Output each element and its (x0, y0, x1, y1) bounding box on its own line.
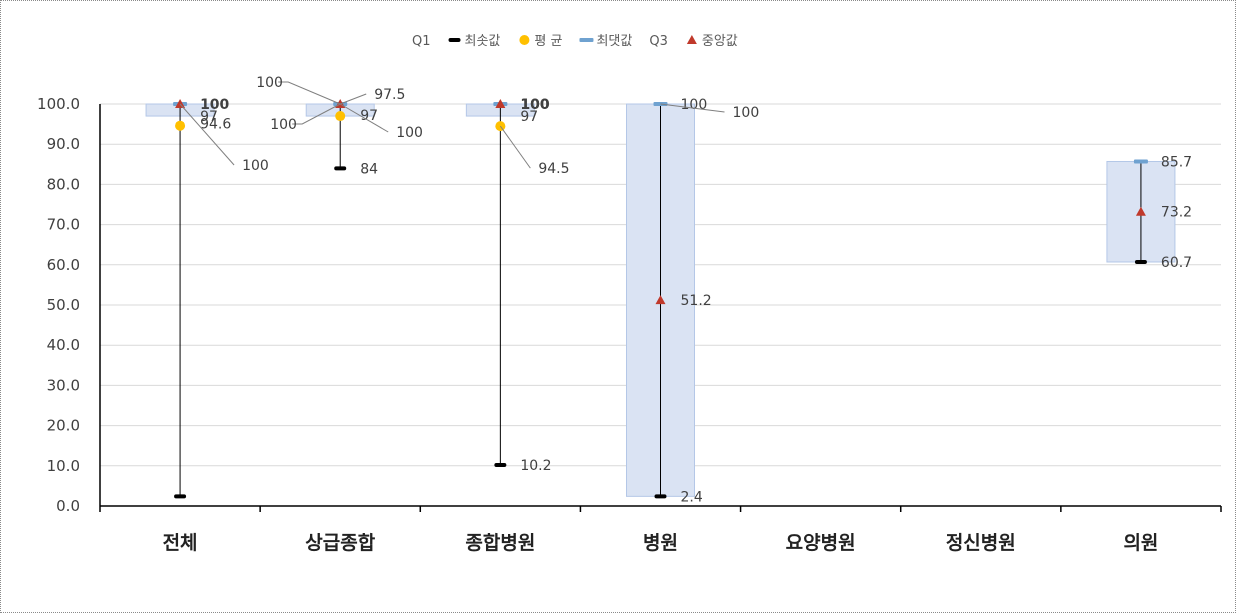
legend-marker (579, 38, 594, 42)
data-label: 60.7 (1161, 255, 1192, 271)
label-leader-line (179, 103, 235, 166)
min-marker (1134, 259, 1147, 264)
legend-marker (448, 38, 461, 42)
data-label: 97 (200, 109, 218, 125)
max-marker (1133, 159, 1148, 164)
y-tick-label: 40.0 (47, 336, 80, 354)
data-label: 84 (360, 161, 378, 177)
legend-label: 최댓값 (596, 34, 632, 49)
data-label: 100 (200, 97, 229, 113)
y-tick-label: 10.0 (47, 457, 80, 475)
median-marker (655, 295, 666, 305)
data-label: 97 (520, 109, 538, 125)
data-label: 51.2 (681, 293, 712, 309)
label-leader-line (278, 81, 341, 105)
data-label: 97.5 (374, 87, 405, 103)
legend-marker (519, 35, 530, 45)
y-axis: 0.0 10.0 20.0 30.0 40.0 50.0 60.0 70.0 80.0 90.0 1… (37, 95, 101, 515)
label-leader-line (499, 125, 531, 169)
y-tick-label: 100.0 (37, 95, 80, 113)
y-tick-label: 70.0 (47, 216, 80, 234)
label-leader-line (292, 103, 341, 125)
min-marker (654, 494, 667, 499)
median-marker (1135, 206, 1146, 216)
y-tick-label: 50.0 (47, 296, 80, 314)
data-label: 100 (256, 75, 283, 91)
y-tick-label: 80.0 (47, 175, 80, 193)
mean-marker (335, 111, 346, 122)
data-label: 100 (520, 97, 549, 113)
legend-marker (686, 35, 697, 44)
x-category-label: 상급종합 (305, 532, 375, 554)
data-label: 10.2 (520, 458, 551, 474)
y-tick-label: 20.0 (47, 417, 80, 435)
y-tick-label: 60.0 (47, 256, 80, 274)
y-tick-label: 0.0 (56, 497, 80, 515)
data-label: 94.5 (538, 161, 569, 177)
label-leader-line (660, 103, 725, 113)
label-leader-line (340, 93, 367, 105)
x-category-label: 전체 (163, 532, 198, 554)
data-label: 100 (681, 97, 708, 113)
legend-label: Q3 (649, 34, 668, 49)
data-label: 100 (396, 125, 423, 141)
x-category-label: 정신병원 (946, 532, 1016, 554)
data-label: 94.6 (200, 117, 231, 133)
min-marker (334, 166, 347, 171)
data-label: 2.4 (681, 489, 703, 505)
x-category-label: 요양병원 (786, 532, 856, 554)
min-marker (494, 462, 507, 467)
x-category-label: 의원 (1123, 532, 1158, 554)
min-marker (174, 494, 187, 499)
legend: Q1 최솟값 평 균 최댓값 Q3 중앙값 (412, 34, 738, 49)
data-label: 85.7 (1161, 154, 1192, 170)
data-label: 100 (242, 158, 269, 174)
x-axis: 전체 상급종합 종합병원 병원 요양병원 정신병원 의원 (99, 505, 1222, 554)
data-label: 100 (270, 117, 297, 133)
y-tick-label: 30.0 (47, 376, 80, 394)
x-category-label: 종합병원 (465, 532, 535, 554)
data-label: 100 (733, 105, 760, 121)
legend-label: 평 균 (534, 34, 562, 49)
median-marker (175, 99, 186, 108)
mean-marker (175, 120, 186, 131)
legend-label: Q1 (412, 34, 431, 49)
median-marker (495, 99, 506, 108)
legend-label: 중앙값 (702, 34, 738, 49)
x-category-label: 병원 (643, 532, 678, 554)
label-leader-line (339, 103, 389, 133)
legend-label: 최솟값 (465, 34, 501, 49)
data-label: 73.2 (1161, 205, 1192, 221)
data-label: 100 (520, 97, 549, 113)
y-tick-label: 90.0 (47, 135, 80, 153)
data-label: 97 (360, 108, 378, 124)
